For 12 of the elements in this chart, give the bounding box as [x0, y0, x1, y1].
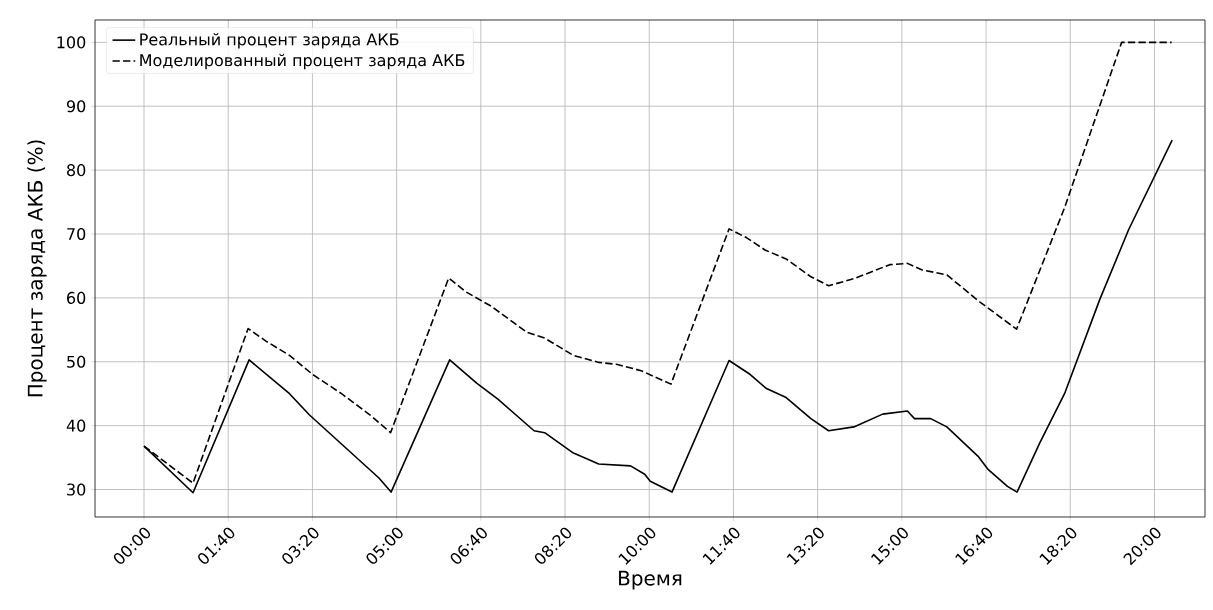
y-tick-label: 50 — [67, 355, 86, 368]
legend-label: Реальный процент заряда АКБ — [140, 33, 399, 49]
legend-label: Моделированный процент заряда АКБ — [140, 53, 465, 70]
y-tick-label: 30 — [67, 483, 86, 496]
y-tick-label: 80 — [67, 164, 86, 177]
y-tick-label: 40 — [66, 419, 86, 432]
y-tick-label: 90 — [66, 100, 86, 113]
y-tick-label: 70 — [67, 227, 86, 241]
y-axis-title: Процент заряда АКБ (%) — [27, 140, 47, 397]
y-tick-label: 100 — [57, 36, 86, 49]
y-tick-label: 60 — [67, 291, 86, 304]
x-axis-title: Время — [619, 570, 682, 590]
